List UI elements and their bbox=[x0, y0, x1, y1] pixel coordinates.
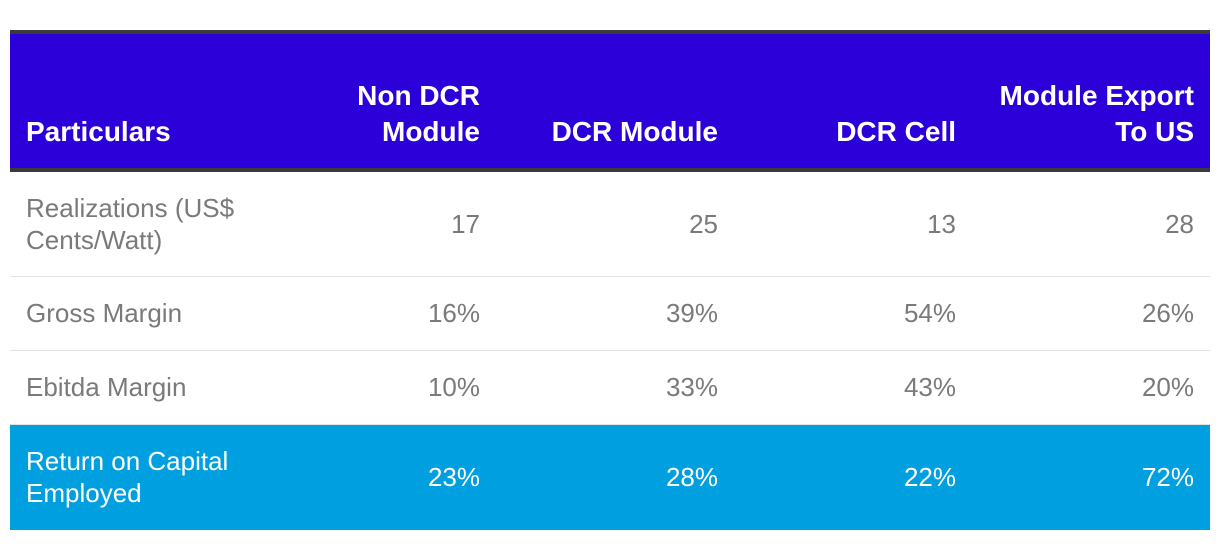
header-non-dcr-module: Non DCR Module bbox=[357, 80, 480, 147]
row-label-cell: Ebitda Margin bbox=[10, 350, 300, 425]
table-body: Realizations (US$ Cents/Watt) 17 25 13 2… bbox=[10, 170, 1210, 530]
value-cell: 39% bbox=[496, 276, 734, 351]
value-cell: 43% bbox=[734, 350, 972, 425]
value-cell: 26% bbox=[972, 276, 1210, 351]
table-row-ebitda-margin: Ebitda Margin 10% 33% 43% 20% bbox=[10, 350, 1210, 425]
value-cell: 17 bbox=[300, 170, 496, 277]
header-module-export-to-us: Module Export To US bbox=[999, 80, 1194, 147]
value-cell: 16% bbox=[300, 276, 496, 351]
value-cell: 20% bbox=[972, 350, 1210, 425]
table-row-realizations: Realizations (US$ Cents/Watt) 17 25 13 2… bbox=[10, 170, 1210, 277]
value-cell: 10% bbox=[300, 350, 496, 425]
row-label-cell: Gross Margin bbox=[10, 276, 300, 351]
value-cell: 28 bbox=[972, 170, 1210, 277]
value-cell: 33% bbox=[496, 350, 734, 425]
table-row-gross-margin: Gross Margin 16% 39% 54% 26% bbox=[10, 276, 1210, 351]
value-cell: 23% bbox=[427, 462, 480, 493]
table-row-return-on-capital-employed: Return on Capital Employed 23% 28% 22% 7… bbox=[10, 424, 1210, 530]
value-cell: 13 bbox=[734, 170, 972, 277]
row-label-cell: Realizations (US$ Cents/Watt) bbox=[10, 170, 300, 277]
financial-table: Particulars Non DCR Module DCR Module DC… bbox=[10, 30, 1210, 530]
header-row: Particulars Non DCR Module DCR Module DC… bbox=[10, 32, 1210, 170]
value-cell: 25 bbox=[496, 170, 734, 277]
header-particulars: Particulars bbox=[26, 116, 171, 147]
header-dcr-module: DCR Module bbox=[551, 116, 718, 147]
value-cell: 54% bbox=[734, 276, 972, 351]
row-label-cell: Return on Capital Employed bbox=[26, 446, 229, 509]
value-cell: 22% bbox=[903, 462, 956, 493]
header-dcr-cell: DCR Cell bbox=[836, 116, 956, 147]
table-header: Particulars Non DCR Module DCR Module DC… bbox=[10, 32, 1210, 170]
value-cell: 28% bbox=[665, 462, 718, 493]
financial-table-container: Particulars Non DCR Module DCR Module DC… bbox=[10, 30, 1210, 530]
value-cell: 72% bbox=[1141, 462, 1194, 493]
